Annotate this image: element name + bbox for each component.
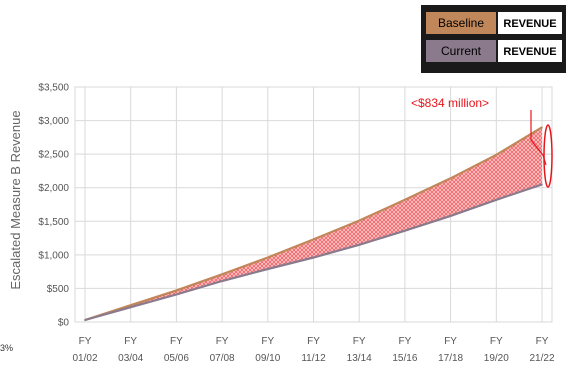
y-tick-labels: $0 $500 $1,000 $1,500 $2,000 $2,500 $3,000 $3,5… [38, 83, 69, 329]
y-tick-label: $2,000 [38, 183, 69, 194]
data-point-baseline [358, 219, 361, 222]
data-point-baseline [221, 273, 223, 276]
x-tick-label-year: 19/20 [484, 353, 509, 364]
legend-label-baseline: Baseline [438, 16, 484, 30]
x-tick-labels: FY 01/02 FY 03/04 FY 05/06 FY 07/08 FY 09/10 FY 11/… [72, 336, 554, 364]
x-tick-label-year: 03/04 [118, 353, 143, 364]
x-tick-label-year: 21/22 [529, 353, 554, 364]
y-tick-label: $3,500 [38, 83, 69, 94]
legend: Baseline REVENUE Current REVENUE [421, 5, 566, 73]
data-point-baseline [312, 238, 315, 241]
data-point-current [175, 293, 178, 296]
x-tick-label-fy: FY [124, 336, 137, 347]
legend-tag-bg-current [498, 40, 562, 62]
stray-text: 3% [0, 343, 13, 353]
data-point-current [84, 319, 86, 321]
x-tick-label-year: 15/16 [392, 353, 417, 364]
series-lines [84, 126, 543, 322]
data-point-current [449, 215, 452, 217]
x-tick-label-year: 09/10 [255, 353, 280, 364]
data-point-baseline [267, 256, 269, 259]
x-tick-label-year: 05/06 [164, 353, 189, 364]
x-tick-label-year: 11/12 [301, 353, 326, 364]
x-tick-label-fy: FY [216, 336, 229, 347]
data-point-current [129, 306, 132, 309]
x-tick-label-fy: FY [353, 336, 366, 347]
legend-tag-baseline: REVENUE [503, 18, 556, 30]
x-tick-label-year: 01/02 [72, 353, 97, 364]
legend-tag-bg-baseline [498, 12, 562, 34]
data-point-current [358, 243, 361, 246]
x-tick-label-fy: FY [399, 336, 412, 347]
annotation-label: <$834 million> [411, 96, 489, 110]
x-tick-label-fy: FY [536, 336, 549, 347]
x-tick-label-fy: FY [79, 336, 92, 347]
y-tick-label: $0 [58, 318, 70, 329]
data-point-baseline [449, 177, 452, 180]
data-point-current [221, 280, 223, 282]
data-point-current [267, 268, 269, 270]
y-tick-label: $1,500 [38, 217, 69, 228]
legend-swatch-current [426, 40, 496, 62]
data-point-current [541, 183, 543, 186]
y-axis-title: Escalated Measure B Revenue [8, 110, 23, 289]
x-tick-label-fy: FY [490, 336, 503, 347]
legend-tag-current: REVENUE [503, 46, 556, 58]
annotation: <$834 million> [411, 96, 553, 188]
data-point-current [495, 199, 498, 201]
y-tick-label: $500 [47, 284, 70, 295]
plot-border [74, 86, 553, 323]
data-point-baseline [495, 154, 498, 156]
y-tick-label: $3,000 [38, 116, 69, 127]
data-point-baseline [175, 289, 178, 292]
data-point-baseline [541, 126, 543, 129]
data-point-current [404, 229, 406, 232]
data-point-baseline [129, 304, 132, 307]
x-tick-label-fy: FY [444, 336, 457, 347]
y-tick-label: $2,500 [38, 150, 69, 161]
data-point-current [312, 256, 315, 259]
annotation-bracket [543, 124, 553, 188]
data-point-baseline [404, 199, 406, 201]
legend-swatch-baseline [426, 12, 496, 34]
x-tick-label-year: 07/08 [210, 353, 235, 364]
gridlines [74, 86, 553, 323]
y-tick-label: $1,000 [38, 250, 69, 261]
x-tick-label-year: 13/14 [347, 353, 372, 364]
x-tick-label-fy: FY [307, 336, 320, 347]
x-tick-label-year: 17/18 [438, 353, 463, 364]
legend-label-current: Current [441, 44, 482, 58]
x-tick-label-fy: FY [170, 336, 183, 347]
x-tick-label-fy: FY [261, 336, 274, 347]
